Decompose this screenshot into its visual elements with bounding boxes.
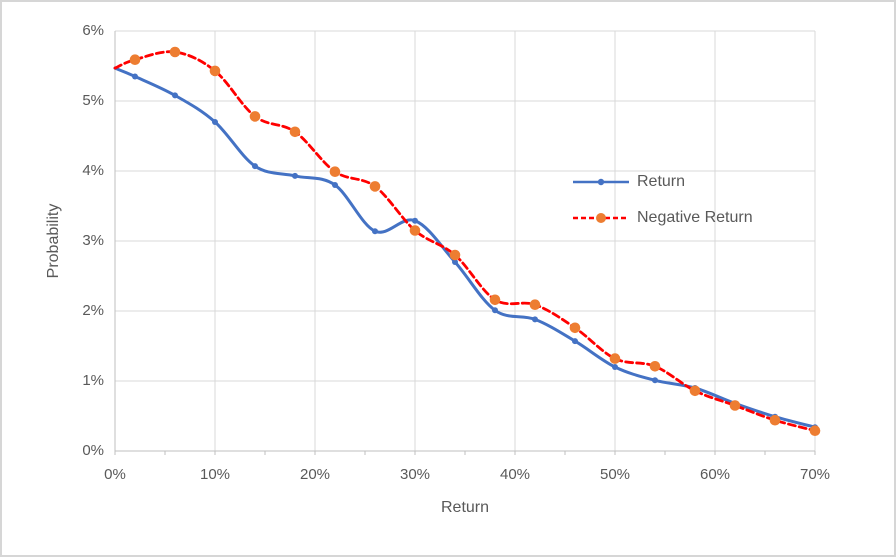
data-point-marker-negative-return — [249, 111, 261, 122]
data-point-marker-return — [492, 307, 498, 314]
y-axis-title: Probability — [45, 203, 62, 279]
data-point-marker-return — [332, 182, 338, 188]
data-point-marker-negative-return — [329, 166, 341, 177]
data-point-marker-negative-return — [489, 294, 501, 306]
data-point-marker-return — [532, 316, 538, 323]
data-point-marker-negative-return — [769, 414, 781, 426]
x-axis-tick-label: 30% — [399, 466, 431, 483]
data-point-marker-negative-return — [209, 65, 221, 77]
return-line-sample-icon — [573, 178, 629, 186]
x-axis-tick-label: 40% — [499, 466, 531, 483]
y-axis-tick-label: 4% — [82, 162, 104, 179]
data-point-marker-negative-return — [809, 425, 821, 437]
x-axis-tick-label: 10% — [199, 466, 231, 483]
data-point-marker-return — [612, 364, 618, 370]
y-axis-tick-label: 3% — [82, 232, 104, 249]
data-point-marker-negative-return — [409, 225, 421, 236]
data-point-marker-negative-return — [689, 385, 701, 397]
data-point-marker-negative-return — [129, 54, 141, 65]
x-axis-tick-label: 20% — [299, 466, 331, 483]
data-point-marker-return — [452, 259, 458, 265]
data-point-marker-return — [572, 338, 578, 345]
series-line-return — [113, 66, 817, 429]
data-point-marker-negative-return — [289, 126, 301, 138]
y-axis-tick-label: 5% — [82, 92, 104, 109]
data-point-marker-return — [372, 228, 378, 235]
data-point-marker-return — [412, 217, 418, 224]
data-point-marker-negative-return — [569, 322, 581, 334]
legend-item-return[interactable]: Return — [572, 172, 753, 192]
data-point-marker-return — [132, 73, 138, 80]
negative-return-line-sample-icon — [573, 213, 629, 223]
legend: Return Negative Return — [572, 172, 753, 244]
data-point-marker-negative-return — [609, 353, 621, 364]
legend-label-negative-return: Negative Return — [637, 209, 753, 226]
legend-item-negative-return[interactable]: Negative Return — [572, 208, 753, 228]
y-axis-tick-label: 1% — [82, 372, 104, 389]
y-axis-tick-label: 0% — [82, 442, 104, 459]
x-axis-tick-label: 0% — [104, 466, 126, 483]
data-point-marker-negative-return — [369, 181, 381, 192]
data-point-marker-negative-return — [529, 299, 541, 311]
data-point-marker-return — [252, 163, 258, 170]
x-axis-tick-label: 70% — [799, 466, 831, 483]
data-point-marker-return — [172, 92, 178, 99]
data-point-marker-return — [212, 119, 218, 125]
x-axis-tick-label: 50% — [599, 466, 631, 483]
x-axis-tick-label: 60% — [699, 466, 731, 483]
legend-label-return: Return — [637, 173, 686, 190]
x-axis-title: Return — [440, 499, 490, 516]
y-axis-tick-label: 2% — [82, 302, 104, 319]
data-point-marker-negative-return — [449, 249, 461, 261]
data-point-marker-return — [292, 172, 298, 179]
data-point-marker-return — [652, 377, 658, 384]
data-point-marker-negative-return — [169, 46, 181, 58]
data-point-marker-negative-return — [729, 400, 741, 411]
data-point-marker-negative-return — [649, 361, 661, 372]
y-axis-tick-label: 6% — [82, 22, 104, 39]
